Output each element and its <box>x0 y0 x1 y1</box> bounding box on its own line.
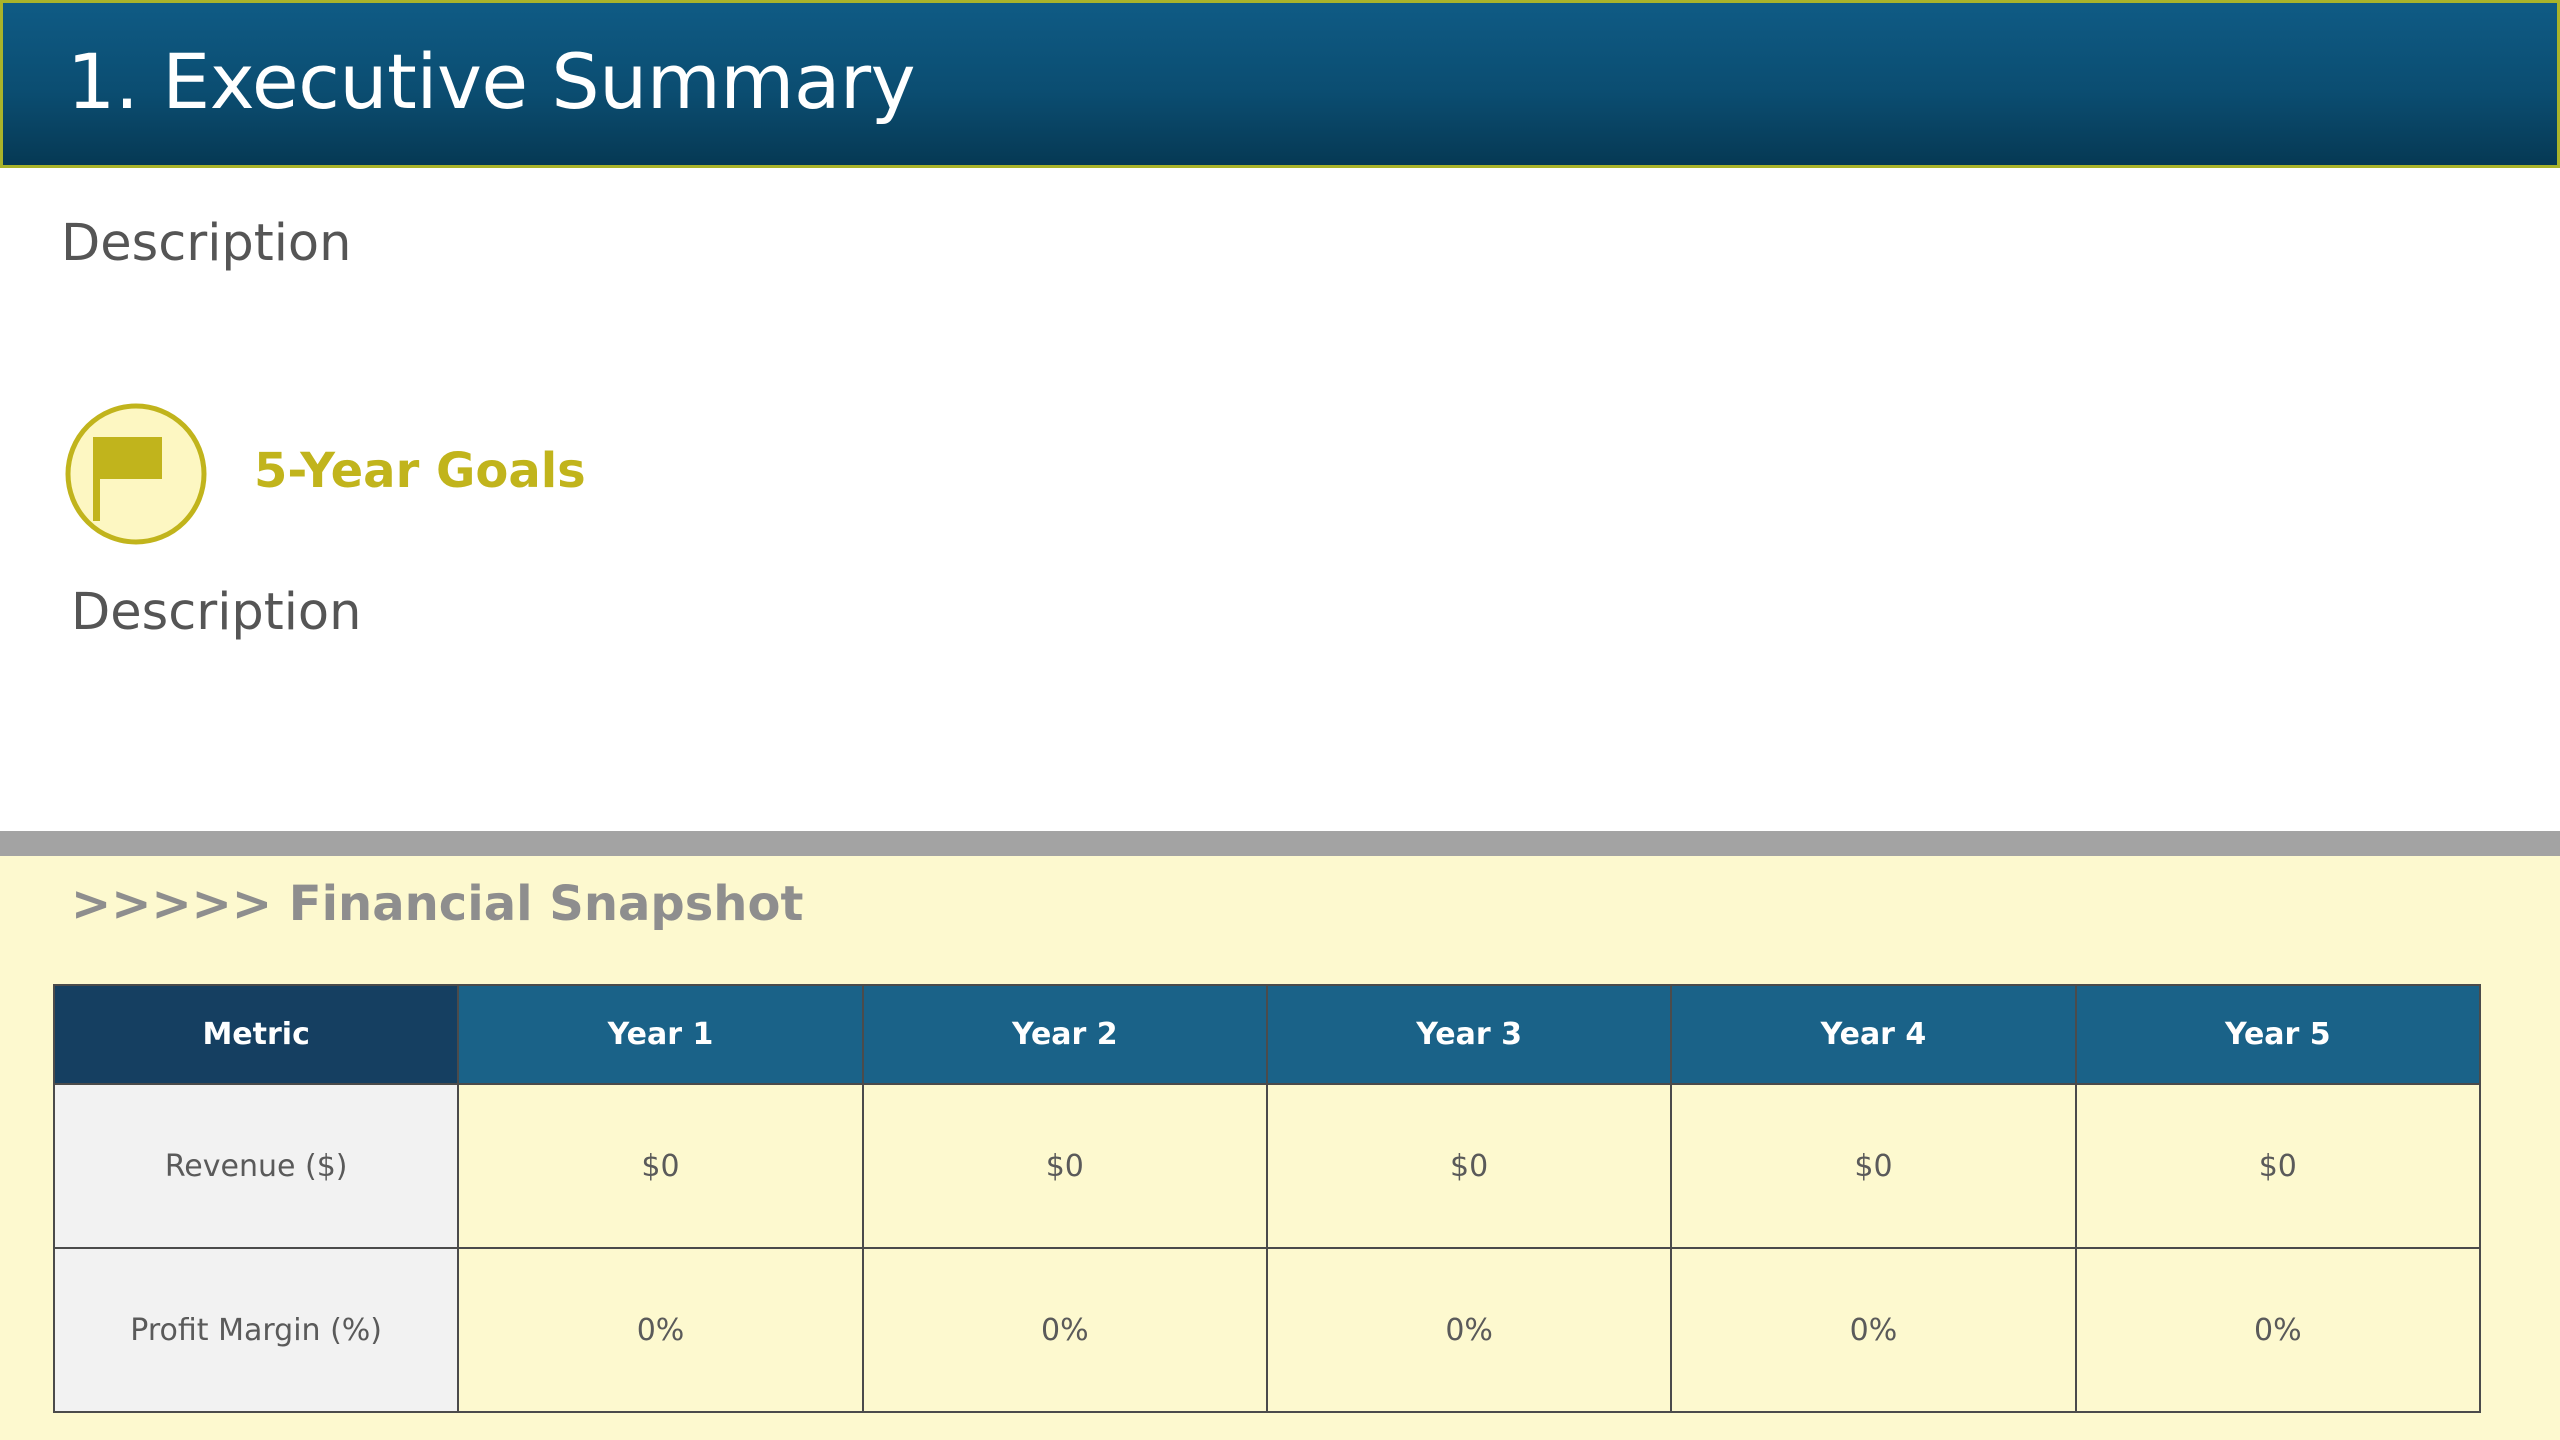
revenue-year-1[interactable]: $0 <box>457 1083 864 1249</box>
profit-margin-year-1[interactable]: 0% <box>457 1247 864 1413</box>
metric-label-revenue[interactable]: Revenue ($) <box>52 1083 460 1249</box>
snapshot-title: >>>>> Financial Snapshot <box>71 876 804 932</box>
financial-snapshot-panel: >>>>> Financial Snapshot Metric Year 1 Y… <box>0 856 2560 1440</box>
revenue-year-4[interactable]: $0 <box>1670 1083 2077 1249</box>
table-row-profit-margin: Profit Margin (%) 0% 0% 0% 0% 0% <box>52 1247 2482 1413</box>
profit-margin-year-5[interactable]: 0% <box>2074 1247 2482 1413</box>
profit-margin-year-3[interactable]: 0% <box>1265 1247 1673 1413</box>
overview-description[interactable]: Description <box>61 214 352 273</box>
profit-margin-year-4[interactable]: 0% <box>1670 1247 2077 1413</box>
revenue-year-3[interactable]: $0 <box>1265 1083 1673 1249</box>
goals-description[interactable]: Description <box>71 583 362 642</box>
column-header-year-5: Year 5 <box>2074 984 2482 1085</box>
column-header-year-3: Year 3 <box>1265 984 1673 1085</box>
profit-margin-year-2[interactable]: 0% <box>861 1247 1268 1413</box>
metric-label-profit-margin[interactable]: Profit Margin (%) <box>52 1247 460 1413</box>
goals-title: 5-Year Goals <box>254 443 586 499</box>
section-header: 1. Executive Summary <box>0 0 2560 168</box>
section-divider <box>0 831 2560 856</box>
table-header-row: Metric Year 1 Year 2 Year 3 Year 4 Year … <box>52 984 2482 1085</box>
financial-table: Metric Year 1 Year 2 Year 3 Year 4 Year … <box>52 984 2482 1413</box>
revenue-year-2[interactable]: $0 <box>861 1083 1268 1249</box>
column-header-year-1: Year 1 <box>457 984 864 1085</box>
revenue-year-5[interactable]: $0 <box>2074 1083 2482 1249</box>
column-header-year-2: Year 2 <box>861 984 1268 1085</box>
flag-icon <box>65 403 207 545</box>
table-row-revenue: Revenue ($) $0 $0 $0 $0 $0 <box>52 1083 2482 1249</box>
column-header-year-4: Year 4 <box>1670 984 2077 1085</box>
column-header-metric: Metric <box>52 984 460 1085</box>
section-title: 1. Executive Summary <box>67 37 916 126</box>
